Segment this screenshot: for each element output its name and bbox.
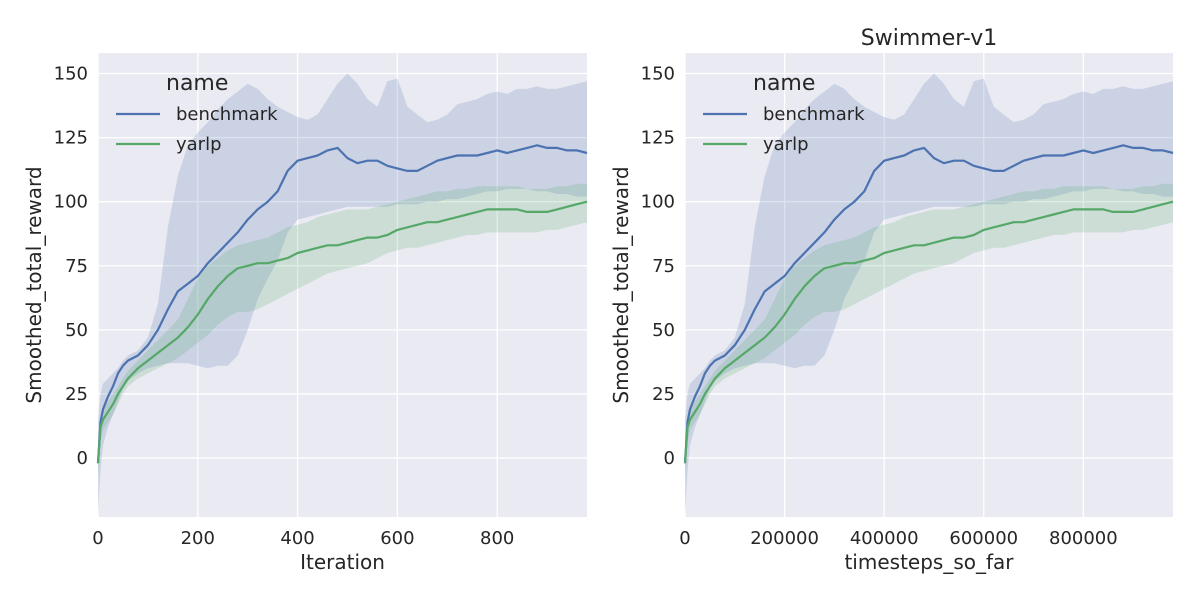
x-axis-label: Iteration (300, 550, 385, 574)
x-tick-label: 0 (92, 528, 103, 549)
x-tick-label: 600000 (949, 528, 1018, 549)
legend-title: name (753, 71, 815, 96)
y-tick-label: 125 (641, 128, 675, 149)
y-tick-label: 75 (65, 256, 88, 277)
y-tick-label: 25 (652, 384, 675, 405)
legend-label-yarlp: yarlp (763, 134, 809, 155)
plot-area (98, 53, 587, 517)
y-tick-label: 25 (65, 384, 88, 405)
y-tick-label: 50 (65, 320, 88, 341)
y-tick-label: 100 (54, 192, 88, 213)
legend: name benchmark yarlp (116, 71, 278, 155)
legend-label-benchmark: benchmark (763, 104, 865, 125)
legend-label-yarlp: yarlp (176, 134, 222, 155)
y-tick-label: 150 (54, 64, 88, 85)
chart-panel-2: 0 200000 400000 600000 800000 0 25 50 75 100 125 15… (609, 26, 1174, 574)
confidence-band-yarlp (98, 183, 587, 479)
series-line-benchmark (96, 144, 588, 464)
y-axis-label: Smoothed_total_reward (609, 166, 633, 403)
y-tick-label: 100 (641, 192, 675, 213)
x-tick-label: 800000 (1049, 528, 1118, 549)
y-axis-label: Smoothed_total_reward (22, 166, 46, 403)
series-line-yarlp (96, 200, 588, 464)
x-tick-label: 800 (480, 528, 514, 549)
chart-title: Swimmer-v1 (861, 26, 997, 51)
confidence-band-benchmark (685, 73, 1173, 515)
x-tick-label: 200 (181, 528, 215, 549)
y-tick-label: 0 (77, 448, 88, 469)
y-tick-label: 125 (54, 128, 88, 149)
confidence-band-yarlp (685, 183, 1173, 479)
legend-label-benchmark: benchmark (176, 104, 278, 125)
y-tick-label: 75 (652, 256, 675, 277)
y-tick-label: 50 (652, 320, 675, 341)
legend-title: name (166, 71, 228, 96)
plot-area (685, 53, 1173, 517)
x-tick-label: 400 (280, 528, 314, 549)
x-tick-label: 200000 (750, 528, 819, 549)
series-line-benchmark (683, 144, 1174, 464)
series-line-yarlp (683, 200, 1174, 464)
x-tick-label: 0 (679, 528, 690, 549)
y-tick-label: 150 (641, 64, 675, 85)
confidence-band-benchmark (98, 73, 587, 515)
x-tick-label: 400000 (850, 528, 919, 549)
x-tick-label: 600 (380, 528, 414, 549)
legend: name benchmark yarlp (703, 71, 865, 155)
x-axis-label: timesteps_so_far (844, 550, 1014, 574)
y-tick-label: 0 (664, 448, 675, 469)
chart-panel-1: 0 200 400 600 800 0 25 50 75 100 125 150 Iteration Sm… (22, 53, 588, 574)
